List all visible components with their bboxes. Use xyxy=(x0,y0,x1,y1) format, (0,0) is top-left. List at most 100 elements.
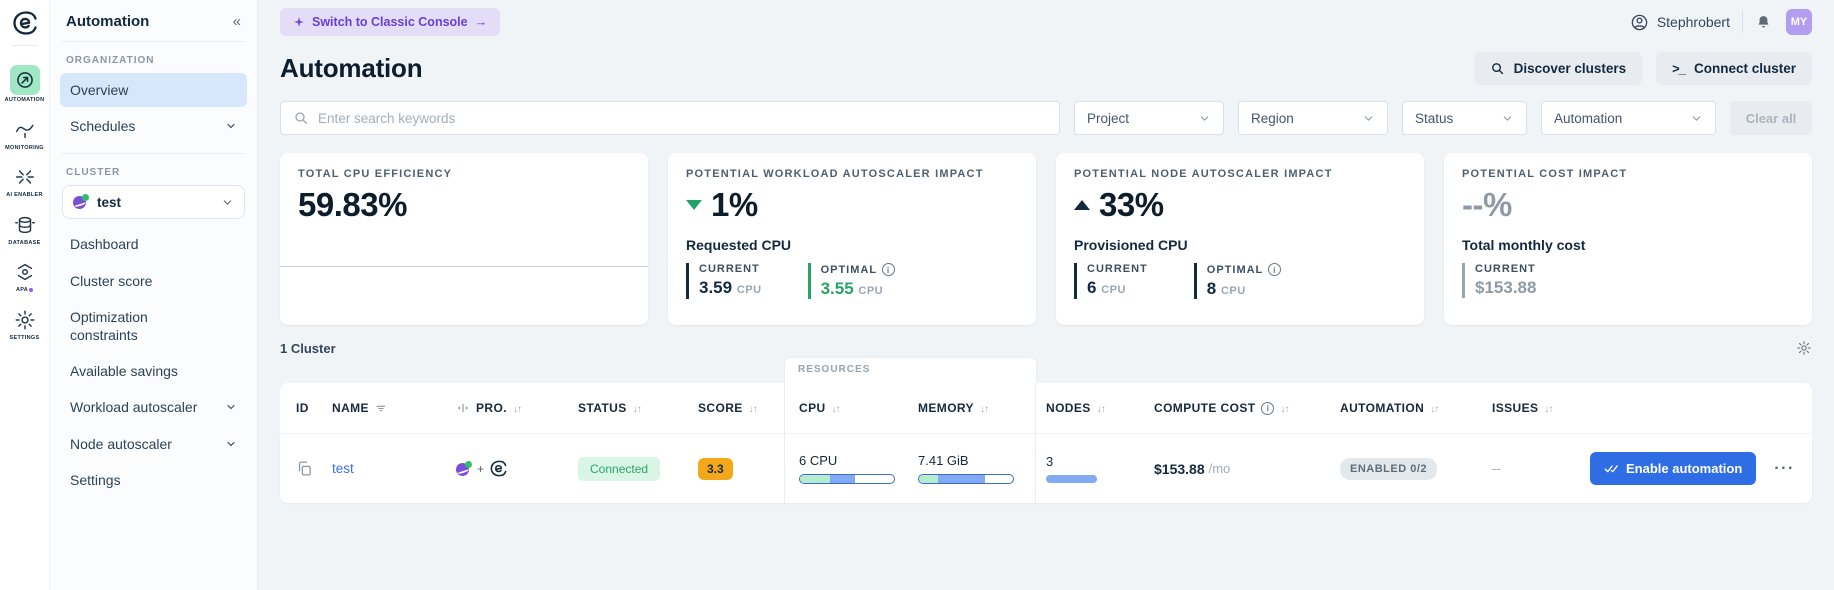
info-icon[interactable] xyxy=(1268,263,1282,276)
info-icon[interactable] xyxy=(882,263,896,276)
enable-automation-button[interactable]: Enable automation xyxy=(1590,452,1757,485)
sidebar-item-workload-autoscaler[interactable]: Workload autoscaler xyxy=(60,390,247,424)
sort-icon[interactable] xyxy=(513,401,521,415)
status-filter-dropdown[interactable]: Status xyxy=(1402,101,1527,135)
column-header-name[interactable]: NAME xyxy=(326,383,456,433)
column-header-automation[interactable]: AUTOMATION xyxy=(1330,383,1482,433)
cluster-provider-icon xyxy=(73,194,89,210)
cell-cpu: 6 CPU xyxy=(784,434,908,503)
sort-icon[interactable] xyxy=(1430,401,1438,415)
sidebar-item-available-savings[interactable]: Available savings xyxy=(70,363,178,380)
chevron-down-icon xyxy=(227,441,235,446)
rail-label: AUTOMATION xyxy=(4,97,45,103)
rail-item-ai-enabler[interactable]: AI ENABLER xyxy=(0,164,50,199)
chevron-down-icon xyxy=(1692,115,1701,121)
stat-optimal: OPTIMAL 8 CPU xyxy=(1193,263,1282,299)
sort-icon[interactable] xyxy=(749,401,757,415)
column-header-score[interactable]: SCORE xyxy=(688,383,784,433)
divider xyxy=(280,266,648,267)
discover-clusters-button[interactable]: Discover clusters xyxy=(1473,52,1643,85)
sidebar-item-dashboard[interactable]: Dashboard xyxy=(70,236,139,253)
project-filter-dropdown[interactable]: Project xyxy=(1074,101,1224,135)
column-header-status[interactable]: STATUS xyxy=(568,383,688,433)
stat-cards: TOTAL CPU EFFICIENCY 59.83% POTENTIAL WO… xyxy=(280,153,1812,325)
card-total-cpu-efficiency: TOTAL CPU EFFICIENCY 59.83% xyxy=(280,153,648,325)
rail-label: APA xyxy=(16,287,34,294)
rail-label: DATABASE xyxy=(8,239,41,246)
sidebar-item-cluster-score[interactable]: Cluster score xyxy=(70,272,153,289)
notifications-bell-icon[interactable] xyxy=(1755,14,1772,31)
rail-item-automation[interactable]: AUTOMATION xyxy=(0,65,50,104)
settings-icon xyxy=(12,307,38,333)
info-icon[interactable] xyxy=(1261,401,1275,415)
cluster-selector-value: test xyxy=(97,194,122,210)
cell-automation: ENABLED 0/2 xyxy=(1330,434,1482,503)
score-badge[interactable]: 3.3 xyxy=(698,457,733,480)
chevron-down-icon xyxy=(1200,115,1209,121)
column-header-cpu[interactable]: CPU xyxy=(784,383,908,433)
sidebar-item-node-autoscaler[interactable]: Node autoscaler xyxy=(60,427,247,461)
stat-current: CURRENT 6 CPU xyxy=(1074,263,1148,299)
apa-badge-dot xyxy=(29,288,34,292)
cast-ai-logo[interactable] xyxy=(10,8,40,38)
column-resize-icon[interactable] xyxy=(456,401,470,415)
cell-score: 3.3 xyxy=(688,434,784,503)
rail-label: SETTINGS xyxy=(9,334,40,341)
sidebar-item-overview[interactable]: Overview xyxy=(60,73,247,108)
chevron-down-icon xyxy=(1364,115,1373,121)
cell-issues: -- xyxy=(1492,461,1501,476)
collapse-sidebar-icon[interactable]: « xyxy=(232,13,241,30)
metric-label: Provisioned CPU xyxy=(1074,237,1188,253)
column-header-memory[interactable]: MEMORY xyxy=(908,383,1036,433)
copy-icon[interactable] xyxy=(296,460,313,477)
cell-provider: + xyxy=(456,434,568,503)
chevron-down-icon xyxy=(227,124,235,129)
rail-item-database[interactable]: DATABASE xyxy=(0,212,50,247)
row-more-menu-icon[interactable] xyxy=(1774,460,1794,478)
connect-cluster-button[interactable]: >_ Connect cluster xyxy=(1656,52,1812,85)
sort-icon[interactable] xyxy=(832,401,840,415)
table-settings-gear-icon[interactable] xyxy=(1796,340,1812,356)
section-label-organization: ORGANIZATION xyxy=(66,55,155,66)
sidebar-item-optimization-constraints[interactable]: Optimization constraints xyxy=(70,308,148,343)
divider xyxy=(1742,11,1743,33)
clear-all-button[interactable]: Clear all xyxy=(1730,101,1812,135)
avatar[interactable]: MY xyxy=(1786,9,1812,35)
sort-icon[interactable] xyxy=(1544,401,1552,415)
resources-column-group: RESOURCES xyxy=(784,357,1037,383)
user-icon xyxy=(1631,14,1648,30)
card-cost-impact: POTENTIAL COST IMPACT --% Total monthly … xyxy=(1444,153,1812,325)
rail-divider xyxy=(11,45,38,46)
rail-item-apa[interactable]: APA xyxy=(0,259,50,294)
sort-icon[interactable] xyxy=(980,401,988,415)
column-header-compute-cost[interactable]: COMPUTE COST xyxy=(1144,383,1330,433)
sidebar: Automation « ORGANIZATION Overview Sched… xyxy=(50,0,258,590)
filter-lines-icon[interactable] xyxy=(375,402,388,415)
sort-icon[interactable] xyxy=(1280,401,1288,415)
apa-icon xyxy=(12,259,38,285)
column-header-nodes[interactable]: NODES xyxy=(1036,383,1144,433)
cluster-selector[interactable]: test xyxy=(62,185,245,220)
region-filter-dropdown[interactable]: Region xyxy=(1238,101,1388,135)
search-icon xyxy=(1491,63,1503,75)
column-header-issues[interactable]: ISSUES xyxy=(1482,383,1578,433)
sort-icon[interactable] xyxy=(633,401,641,415)
double-check-icon xyxy=(1604,465,1618,473)
sidebar-item-settings[interactable]: Settings xyxy=(70,471,121,488)
sidebar-item-schedules[interactable]: Schedules xyxy=(60,109,247,143)
switch-to-classic-console-button[interactable]: Switch to Classic Console → xyxy=(280,8,501,36)
rail-item-monitoring[interactable]: MONITORING xyxy=(0,117,50,152)
user-menu[interactable]: Stephrobert xyxy=(1630,13,1730,32)
automation-filter-dropdown[interactable]: Automation xyxy=(1541,101,1716,135)
column-header-id[interactable]: ID xyxy=(296,401,309,415)
rail-item-settings[interactable]: SETTINGS xyxy=(0,307,50,342)
cluster-name-link[interactable]: test xyxy=(332,461,354,476)
search-input[interactable] xyxy=(318,110,1047,126)
column-header-pro[interactable]: PRO. xyxy=(456,383,568,433)
monitoring-icon xyxy=(12,117,38,143)
cast-ai-agent-icon xyxy=(490,460,507,477)
automation-enabled-badge: ENABLED 0/2 xyxy=(1340,457,1438,480)
search-box[interactable] xyxy=(280,101,1060,135)
sort-icon[interactable] xyxy=(1097,401,1105,415)
card-value: --% xyxy=(1462,186,1512,223)
